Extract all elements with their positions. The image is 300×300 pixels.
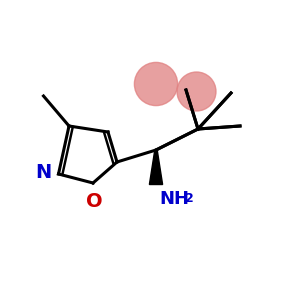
Text: NH: NH <box>159 190 189 208</box>
Circle shape <box>177 72 216 111</box>
Circle shape <box>134 62 178 106</box>
Polygon shape <box>149 150 163 184</box>
Text: 2: 2 <box>184 192 193 205</box>
Text: N: N <box>35 163 51 182</box>
Text: O: O <box>86 192 103 211</box>
